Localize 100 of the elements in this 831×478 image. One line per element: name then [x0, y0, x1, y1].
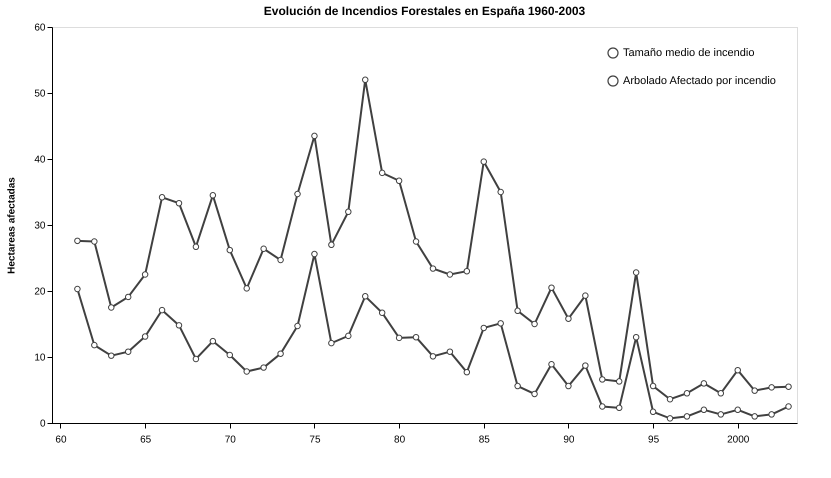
point — [260, 246, 267, 252]
point — [124, 348, 132, 355]
x-tick-label: 2000 — [727, 434, 750, 446]
point — [700, 380, 708, 387]
point — [514, 308, 521, 314]
y-tick-label: 50 — [34, 88, 46, 100]
point — [666, 396, 674, 402]
point — [108, 352, 114, 359]
point — [768, 384, 775, 391]
point — [599, 376, 606, 383]
point — [446, 271, 454, 278]
point — [226, 246, 234, 254]
point — [378, 310, 386, 316]
point — [514, 382, 521, 390]
y-axis-title: Hectareas afectadas — [6, 176, 18, 274]
y-tick-label: 40 — [34, 154, 46, 166]
point — [158, 306, 166, 314]
point — [412, 334, 420, 340]
point — [666, 415, 674, 422]
legend-label: Tamaño medio de incendio — [623, 47, 754, 59]
point — [294, 322, 301, 330]
point — [142, 271, 148, 278]
point — [176, 200, 182, 206]
point — [632, 269, 640, 276]
point — [650, 382, 656, 390]
point — [396, 334, 402, 342]
point — [176, 322, 182, 329]
x-tick-label: 75 — [309, 434, 321, 446]
point — [91, 238, 98, 245]
point — [480, 324, 487, 332]
point — [378, 170, 386, 176]
point — [446, 348, 454, 355]
point — [294, 190, 301, 198]
point — [464, 368, 470, 376]
point — [345, 208, 352, 216]
point — [311, 132, 318, 140]
point — [768, 411, 775, 418]
point — [210, 338, 216, 344]
point — [616, 404, 622, 412]
point — [277, 350, 284, 357]
point — [616, 378, 622, 385]
point — [328, 242, 335, 248]
legend-label: Arbolado Afectado por incendio — [623, 75, 776, 87]
point — [74, 286, 81, 292]
point — [531, 390, 538, 398]
y-tick-label: 60 — [34, 22, 46, 34]
point — [734, 366, 741, 374]
point — [531, 320, 538, 328]
point — [751, 387, 758, 394]
point — [565, 382, 572, 390]
point — [311, 250, 318, 258]
point — [548, 361, 555, 368]
point — [192, 356, 200, 362]
point — [210, 192, 216, 199]
x-tick-label: 70 — [224, 434, 236, 446]
point — [718, 390, 724, 397]
point — [785, 383, 792, 390]
y-tick-label: 20 — [34, 286, 46, 298]
point — [124, 294, 132, 300]
point — [328, 340, 335, 346]
point — [785, 403, 792, 410]
x-tick-label: 85 — [478, 434, 490, 446]
point — [91, 342, 98, 348]
y-tick-label: 0 — [40, 418, 46, 430]
point — [362, 76, 368, 84]
x-tick-label: 90 — [563, 434, 575, 446]
point — [718, 411, 724, 418]
x-tick-label: 80 — [394, 434, 406, 446]
point — [430, 265, 436, 272]
point — [277, 256, 284, 264]
point — [700, 406, 708, 414]
point — [142, 333, 148, 340]
point — [497, 188, 504, 196]
point — [565, 315, 572, 322]
point — [396, 178, 402, 184]
point — [650, 408, 656, 416]
point — [243, 368, 250, 375]
point — [192, 244, 200, 250]
point — [734, 406, 741, 414]
point — [582, 292, 589, 299]
x-tick-label: 65 — [140, 434, 152, 446]
point — [548, 284, 555, 291]
point — [464, 268, 470, 274]
point — [684, 390, 690, 397]
point — [243, 285, 250, 292]
point — [74, 238, 81, 244]
x-tick-label: 95 — [648, 434, 660, 446]
point — [412, 238, 420, 245]
point — [632, 334, 640, 340]
point — [260, 364, 267, 371]
point — [684, 413, 690, 420]
point — [108, 304, 114, 311]
point — [430, 353, 436, 360]
y-tick-label: 30 — [34, 220, 46, 232]
point — [345, 332, 352, 340]
chart-title: Evolución de Incendios Forestales en España 1960-2003 — [264, 4, 586, 18]
point — [158, 194, 166, 201]
y-tick-label: 10 — [34, 352, 46, 364]
point — [599, 403, 606, 410]
point — [226, 352, 234, 358]
